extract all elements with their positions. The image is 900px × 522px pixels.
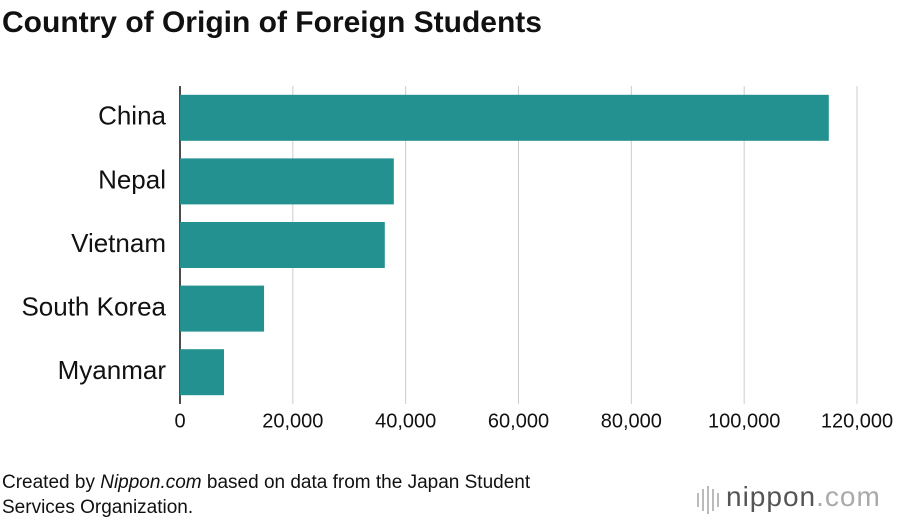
y-tick-label: Myanmar [58, 355, 167, 385]
bar [180, 285, 265, 332]
x-tick-label: 80,000 [601, 410, 662, 432]
source-name: Nippon.com [100, 472, 201, 493]
plot: 0 20,000 40,000 60,000 80,000 100,000 120,000 C… [21, 86, 893, 432]
logo-suffix: .com [816, 481, 881, 512]
chart-title: Country of Origin of Foreign Students [2, 6, 542, 39]
y-tick-label: Vietnam [71, 228, 166, 258]
y-tick-label: Nepal [98, 164, 166, 194]
logo-name: nippon [726, 481, 816, 512]
logo: nippon.com [726, 481, 881, 512]
x-tick-label: 60,000 [488, 410, 549, 432]
y-tick-label: China [98, 101, 166, 131]
x-tick-label: 120,000 [821, 410, 893, 432]
source-note: Created by Nippon.com based on data from… [2, 472, 531, 493]
x-tick-label: 100,000 [708, 410, 780, 432]
x-tick-label: 20,000 [262, 410, 323, 432]
x-tick-label: 0 [174, 410, 185, 432]
source-note-line2: Services Organization. [2, 497, 193, 518]
source-suffix: based on data from the Japan Student [202, 472, 531, 493]
bar [180, 158, 394, 205]
bar [180, 94, 829, 141]
x-tick-label: 40,000 [375, 410, 436, 432]
bar [180, 349, 225, 396]
y-tick-label: South Korea [21, 291, 166, 321]
bar [180, 222, 385, 268]
logo-icon [697, 486, 719, 514]
source-prefix: Created by [2, 472, 100, 493]
